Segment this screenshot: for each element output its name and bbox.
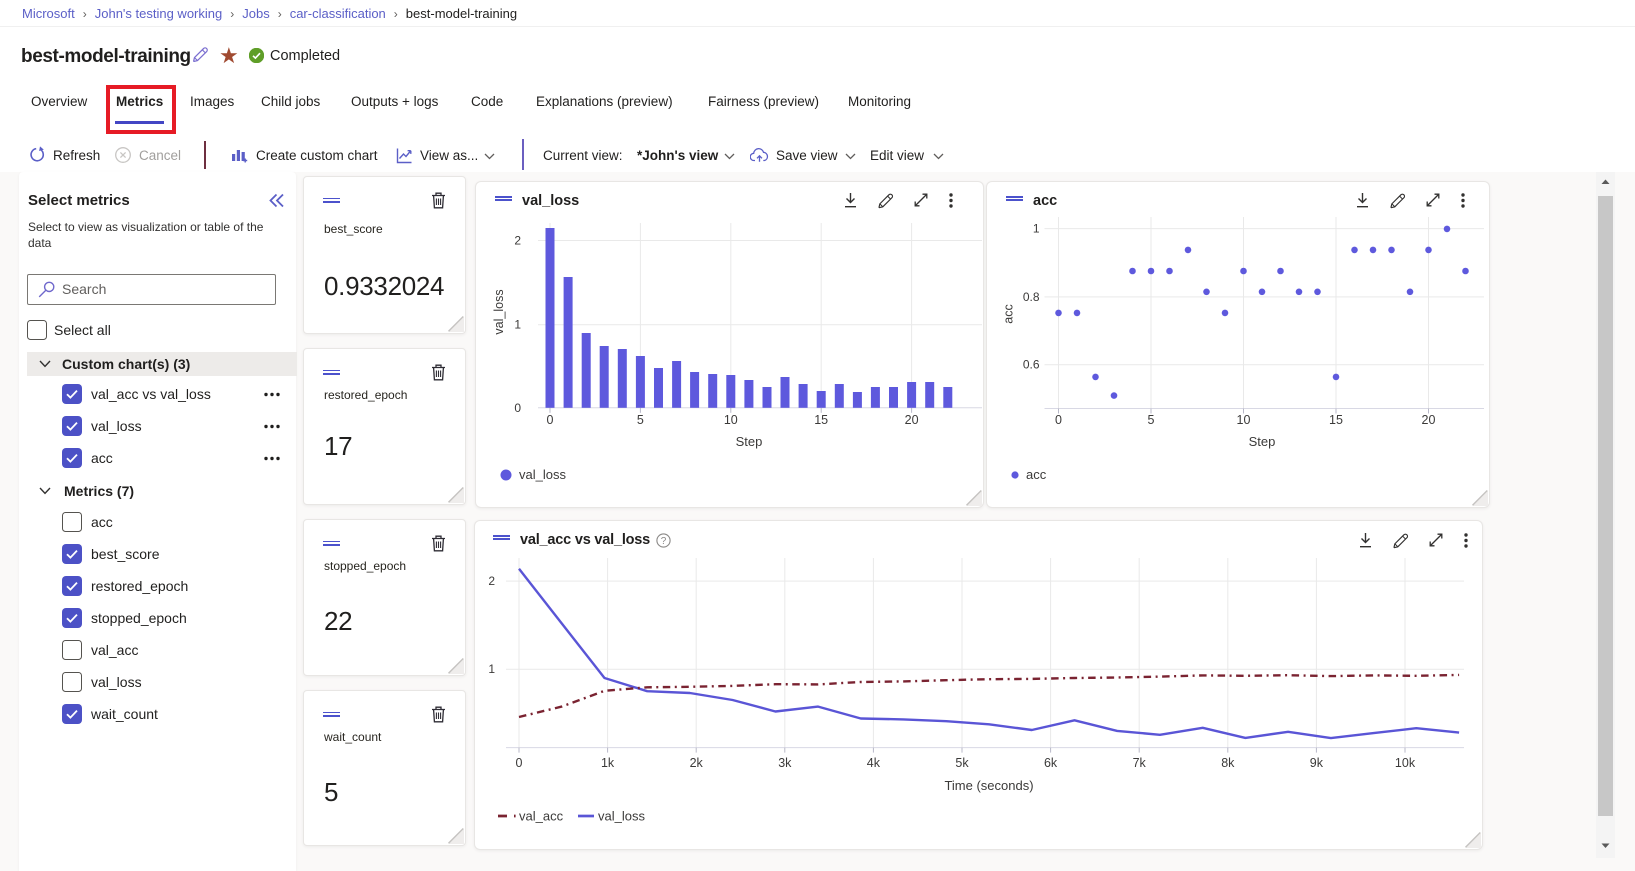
svg-text:15: 15 [814, 413, 828, 427]
svg-text:10: 10 [724, 413, 738, 427]
svg-text:15: 15 [1329, 413, 1343, 427]
svg-text:10k: 10k [1395, 756, 1416, 770]
svg-text:val_loss: val_loss [519, 467, 566, 482]
svg-text:?: ? [661, 536, 667, 547]
svg-text:5: 5 [637, 413, 644, 427]
svg-text:7k: 7k [1133, 756, 1147, 770]
svg-text:5k: 5k [955, 756, 969, 770]
svg-text:2: 2 [488, 574, 495, 588]
svg-text:0.6: 0.6 [1023, 358, 1040, 372]
svg-text:acc: acc [1026, 467, 1047, 482]
svg-text:6k: 6k [1044, 756, 1058, 770]
svg-text:2: 2 [514, 234, 521, 248]
svg-text:4k: 4k [867, 756, 881, 770]
svg-text:3k: 3k [778, 756, 792, 770]
svg-text:acc: acc [1002, 304, 1016, 323]
svg-text:0: 0 [547, 413, 554, 427]
svg-text:1: 1 [1033, 222, 1040, 236]
svg-text:1: 1 [488, 662, 495, 676]
svg-text:5: 5 [1148, 413, 1155, 427]
svg-text:Time (seconds): Time (seconds) [944, 778, 1033, 793]
svg-text:val_acc: val_acc [519, 809, 564, 824]
svg-text:0: 0 [514, 401, 521, 415]
svg-text:0: 0 [1055, 413, 1062, 427]
svg-text:val_loss: val_loss [492, 289, 506, 334]
svg-text:Step: Step [736, 434, 763, 449]
svg-text:9k: 9k [1310, 756, 1324, 770]
svg-text:1: 1 [514, 318, 521, 332]
svg-text:10: 10 [1237, 413, 1251, 427]
svg-text:20: 20 [1422, 413, 1436, 427]
svg-text:Step: Step [1249, 434, 1276, 449]
svg-text:0.8: 0.8 [1023, 290, 1040, 304]
svg-text:0: 0 [516, 756, 523, 770]
svg-text:1k: 1k [601, 756, 615, 770]
svg-text:8k: 8k [1221, 756, 1235, 770]
svg-text:20: 20 [905, 413, 919, 427]
svg-text:2k: 2k [690, 756, 704, 770]
svg-text:val_loss: val_loss [598, 809, 645, 824]
